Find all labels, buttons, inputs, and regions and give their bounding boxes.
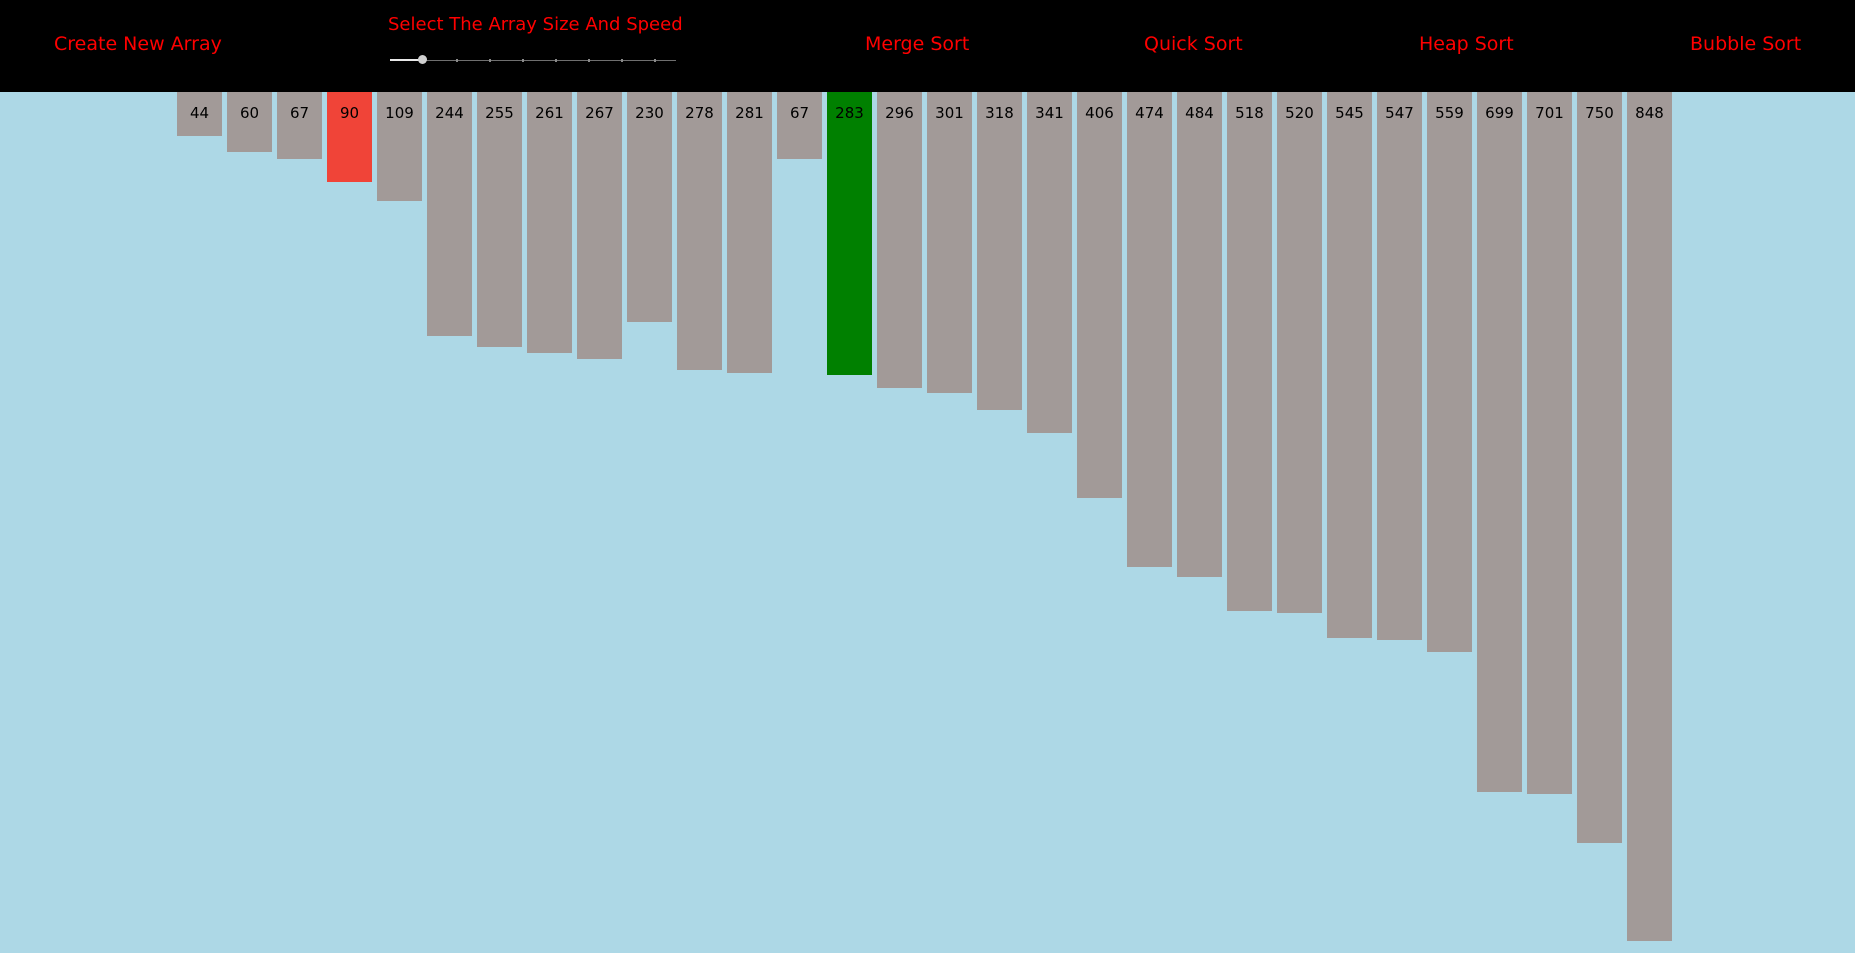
slider-label: Select The Array Size And Speed [388,14,683,35]
create-new-array-button[interactable]: Create New Array [54,33,222,55]
array-bar: 67 [777,92,822,159]
array-bar: 67 [277,92,322,159]
array-bar: 750 [1577,92,1622,843]
array-bar-value: 520 [1285,104,1314,122]
array-bar-value: 60 [239,104,260,122]
array-bar: 518 [1227,92,1272,611]
array-bar-value: 109 [385,104,414,122]
array-bar-value: 255 [485,104,514,122]
array-bar-value: 244 [435,104,464,122]
array-size-speed-control: Select The Array Size And Speed [388,12,683,72]
array-bar: 701 [1527,92,1572,794]
array-bar-value: 484 [1185,104,1214,122]
slider-tick [588,59,590,62]
array-bar: 559 [1427,92,1472,652]
array-bar: 547 [1377,92,1422,640]
array-bar: 341 [1027,92,1072,433]
slider-tick [654,59,656,62]
array-bar-value: 750 [1585,104,1614,122]
slider-tick [555,59,557,62]
slider-tick [621,59,623,62]
array-bar: 301 [927,92,972,393]
array-bar-value: 318 [985,104,1014,122]
array-bar: 520 [1277,92,1322,613]
array-bar-value: 701 [1535,104,1564,122]
array-bar-value: 67 [289,104,310,122]
array-bar-value: 341 [1035,104,1064,122]
array-bar: 848 [1627,92,1672,941]
array-bar: 283 [827,92,872,375]
array-bar-value: 67 [789,104,810,122]
array-bar: 545 [1327,92,1372,638]
array-bar: 60 [227,92,272,152]
array-bar: 484 [1177,92,1222,577]
slider-tick [522,59,524,62]
array-bar: 406 [1077,92,1122,498]
array-bars-area: 44 60 67 90 109 244 255 261 267 230 278 281 67 283 296… [0,92,1855,953]
array-bar-value: 296 [885,104,914,122]
array-bar: 267 [577,92,622,359]
top-navbar: Create New Array Select The Array Size A… [0,0,1855,92]
array-bar: 109 [377,92,422,201]
array-bar-value: 44 [189,104,210,122]
slider-fill [390,59,423,61]
slider-tick [489,59,491,62]
array-bar-value: 90 [339,104,360,122]
array-bar-value: 545 [1335,104,1364,122]
bubble-sort-button[interactable]: Bubble Sort [1690,33,1802,55]
slider-tick [456,59,458,62]
array-bar-value: 261 [535,104,564,122]
array-bar: 261 [527,92,572,353]
array-bar-value: 267 [585,104,614,122]
array-bar-value: 406 [1085,104,1114,122]
array-bar: 44 [177,92,222,136]
array-bar-value: 474 [1135,104,1164,122]
array-bar-value: 301 [935,104,964,122]
array-bar-value: 230 [635,104,664,122]
array-bar-value: 281 [735,104,764,122]
array-bar-value: 518 [1235,104,1264,122]
array-bar: 474 [1127,92,1172,567]
slider-track[interactable] [390,60,676,61]
array-bar: 281 [727,92,772,373]
array-bar: 278 [677,92,722,370]
array-bar-value: 283 [835,104,864,122]
array-bar: 699 [1477,92,1522,792]
array-bar: 244 [427,92,472,336]
array-bar: 230 [627,92,672,322]
array-bar: 255 [477,92,522,347]
merge-sort-button[interactable]: Merge Sort [865,33,970,55]
array-bar: 296 [877,92,922,388]
array-bar: 90 [327,92,372,182]
array-bar-value: 278 [685,104,714,122]
quick-sort-button[interactable]: Quick Sort [1144,33,1243,55]
heap-sort-button[interactable]: Heap Sort [1419,33,1514,55]
array-bar-value: 848 [1635,104,1664,122]
array-size-slider-thumb[interactable] [418,55,427,64]
array-bar-value: 699 [1485,104,1514,122]
array-bar-value: 547 [1385,104,1414,122]
array-bar-value: 559 [1435,104,1464,122]
array-bar: 318 [977,92,1022,410]
